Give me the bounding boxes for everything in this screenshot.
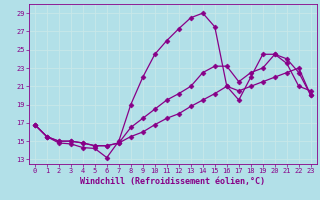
X-axis label: Windchill (Refroidissement éolien,°C): Windchill (Refroidissement éolien,°C) [80,177,265,186]
